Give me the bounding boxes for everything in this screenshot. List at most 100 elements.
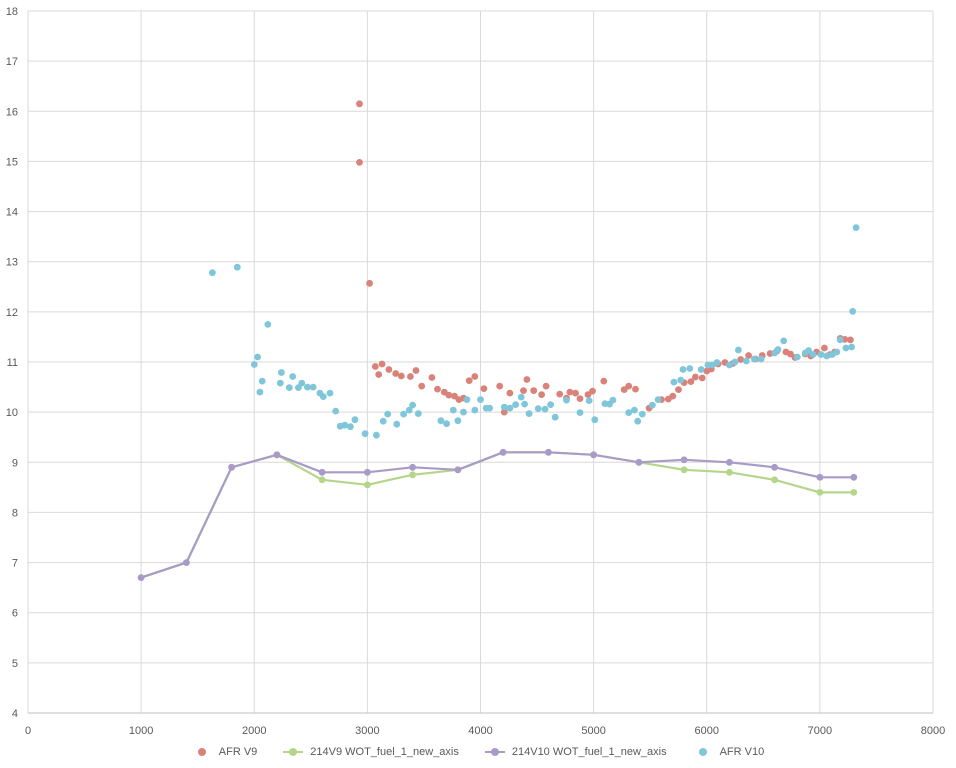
y-tick-label: 6 [12, 608, 18, 620]
data-point-series-0 [821, 344, 828, 352]
y-tick-label: 10 [6, 407, 18, 419]
x-tick-label: 6000 [695, 725, 719, 737]
data-point-series-3 [264, 321, 272, 328]
legend-label: 214V10 WOT_fuel_1_new_axis [511, 746, 667, 758]
data-point-series-0 [385, 366, 393, 373]
data-point-series-0 [500, 408, 508, 416]
data-point-series-3 [849, 308, 857, 315]
chart-svg: 4 5 6 7 8 9 10 11 12 13 14 15 16 17 18 0 1000 2000 3000 400… [6, 6, 945, 737]
data-point-series-0 [675, 386, 682, 393]
data-point-series-3 [713, 359, 721, 366]
data-point-series-2 [454, 466, 462, 474]
data-point-series-0 [480, 385, 488, 392]
data-point-series-3 [347, 423, 354, 431]
data-point-series-3 [256, 388, 264, 396]
data-point-series-2 [273, 451, 281, 459]
y-tick-label: 5 [12, 658, 18, 670]
data-point-series-0 [538, 391, 545, 398]
data-point-series-2 [183, 559, 190, 566]
data-point-series-3 [332, 407, 340, 415]
data-point-series-0 [530, 387, 538, 394]
legend-marker-icon [192, 747, 212, 757]
data-point-series-0 [556, 390, 564, 398]
data-point-series-3 [631, 406, 638, 414]
data-point-series-3 [506, 404, 514, 412]
legend-label: 214V9 WOT_fuel_1_new_axis [310, 746, 459, 758]
data-point-series-0 [847, 336, 854, 344]
data-point-series-0 [496, 382, 504, 390]
y-tick-label: 15 [6, 156, 18, 168]
data-point-series-2 [409, 463, 416, 471]
data-point-series-0 [378, 360, 386, 368]
data-point-series-0 [371, 363, 379, 370]
data-point-series-2 [726, 458, 733, 466]
legend-label: AFR V9 [218, 746, 258, 758]
data-point-series-2 [318, 468, 326, 476]
series-line-1 [140, 451, 854, 579]
data-point-series-1 [318, 476, 326, 484]
y-tick-label: 4 [12, 708, 18, 720]
data-point-series-3 [258, 377, 266, 385]
data-point-series-3 [757, 355, 765, 363]
x-tick-label: 7000 [808, 725, 832, 737]
data-point-series-0 [392, 370, 400, 377]
data-point-series-0 [698, 374, 706, 382]
data-point-series-3 [285, 384, 293, 391]
data-point-series-0 [745, 352, 752, 359]
legend-label: AFR V10 [719, 746, 765, 758]
data-point-series-3 [437, 417, 445, 425]
data-point-series-0 [687, 378, 695, 385]
legend-dot [197, 748, 206, 756]
data-point-series-0 [375, 371, 383, 378]
data-point-series-0 [412, 367, 420, 374]
data-point-series-3 [449, 406, 457, 414]
x-tick-label: 0 [25, 725, 31, 737]
data-point-series-3 [379, 417, 387, 425]
data-point-series-3 [836, 336, 844, 344]
data-point-series-0 [397, 372, 405, 380]
legend-item-afr-v10: AFR V10 [693, 746, 765, 758]
data-point-series-0 [465, 377, 473, 384]
data-point-series-3 [414, 410, 422, 417]
data-point-series-3 [793, 353, 801, 361]
data-point-series-2 [771, 463, 778, 471]
data-point-series-3 [341, 421, 349, 429]
x-tick-label: 8000 [921, 725, 945, 737]
y-tick-label: 9 [12, 457, 18, 469]
data-point-series-0 [506, 389, 514, 397]
y-tick-label: 13 [6, 257, 18, 269]
legend-dot [490, 748, 499, 756]
data-point-series-3 [547, 401, 554, 408]
legend-item-214v10: 214V10 WOT_fuel_1_new_axis [484, 746, 667, 758]
data-point-series-3 [805, 347, 812, 354]
data-point-series-3 [463, 396, 471, 403]
data-point-series-3 [585, 397, 593, 404]
data-point-series-1 [409, 471, 416, 479]
data-point-series-0 [669, 392, 677, 400]
data-point-series-2 [590, 451, 597, 459]
data-point-series-1 [816, 489, 824, 496]
y-tick-label: 12 [6, 307, 18, 319]
data-point-series-1 [680, 466, 688, 474]
legend-marker-icon [693, 747, 713, 757]
data-point-series-3 [254, 353, 261, 361]
data-point-series-3 [326, 389, 334, 397]
series-line-2 [140, 451, 854, 579]
y-tick-label: 11 [7, 357, 18, 369]
data-point-series-0 [632, 385, 639, 393]
y-tick-label: 7 [12, 558, 18, 570]
data-point-series-0 [418, 382, 426, 390]
data-point-series-2 [850, 473, 858, 481]
data-point-series-3 [677, 376, 685, 384]
data-point-series-3 [400, 410, 407, 418]
data-point-series-3 [500, 403, 508, 411]
data-point-series-0 [523, 376, 531, 383]
legend-item-afr-v9: AFR V9 [192, 746, 258, 758]
data-point-series-3 [512, 401, 519, 408]
data-point-series-0 [625, 382, 633, 390]
data-point-series-3 [817, 351, 825, 358]
data-point-series-3 [726, 361, 733, 369]
legend: AFR V9 214V9 WOT_fuel_1_new_axis 214V10 … [0, 742, 956, 762]
data-point-series-0 [407, 373, 414, 380]
data-point-series-3 [679, 366, 687, 373]
